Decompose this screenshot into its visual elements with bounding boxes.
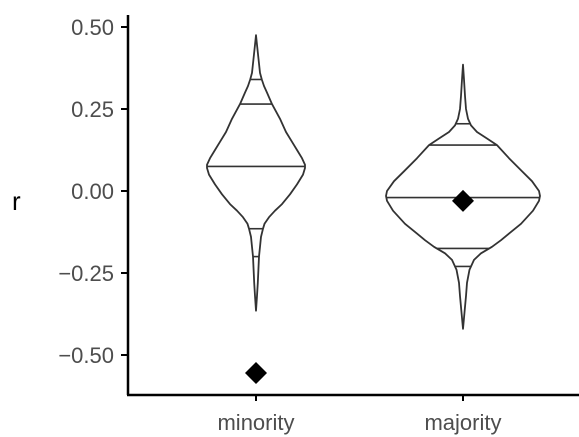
violin-minority	[206, 34, 306, 385]
y-axis: 0.50 0.25 0.00 −0.25 −0.50	[58, 15, 130, 395]
y-tick-label: 0.50	[71, 15, 114, 40]
violin-majority	[385, 63, 541, 330]
y-tick-label: −0.25	[58, 261, 114, 286]
violin-plot-area	[206, 34, 541, 385]
point-marker	[452, 189, 474, 212]
x-tick-label: minority	[217, 410, 294, 435]
violin-outline	[206, 34, 306, 312]
y-tick-label: 0.25	[71, 97, 114, 122]
point-marker	[245, 362, 267, 385]
y-axis-title: r	[12, 186, 21, 216]
x-axis: minority majority	[127, 393, 579, 435]
violin-outline	[385, 63, 541, 330]
y-tick-label: 0.00	[71, 179, 114, 204]
y-tick-label: −0.50	[58, 343, 114, 368]
x-tick-label: majority	[424, 410, 501, 435]
